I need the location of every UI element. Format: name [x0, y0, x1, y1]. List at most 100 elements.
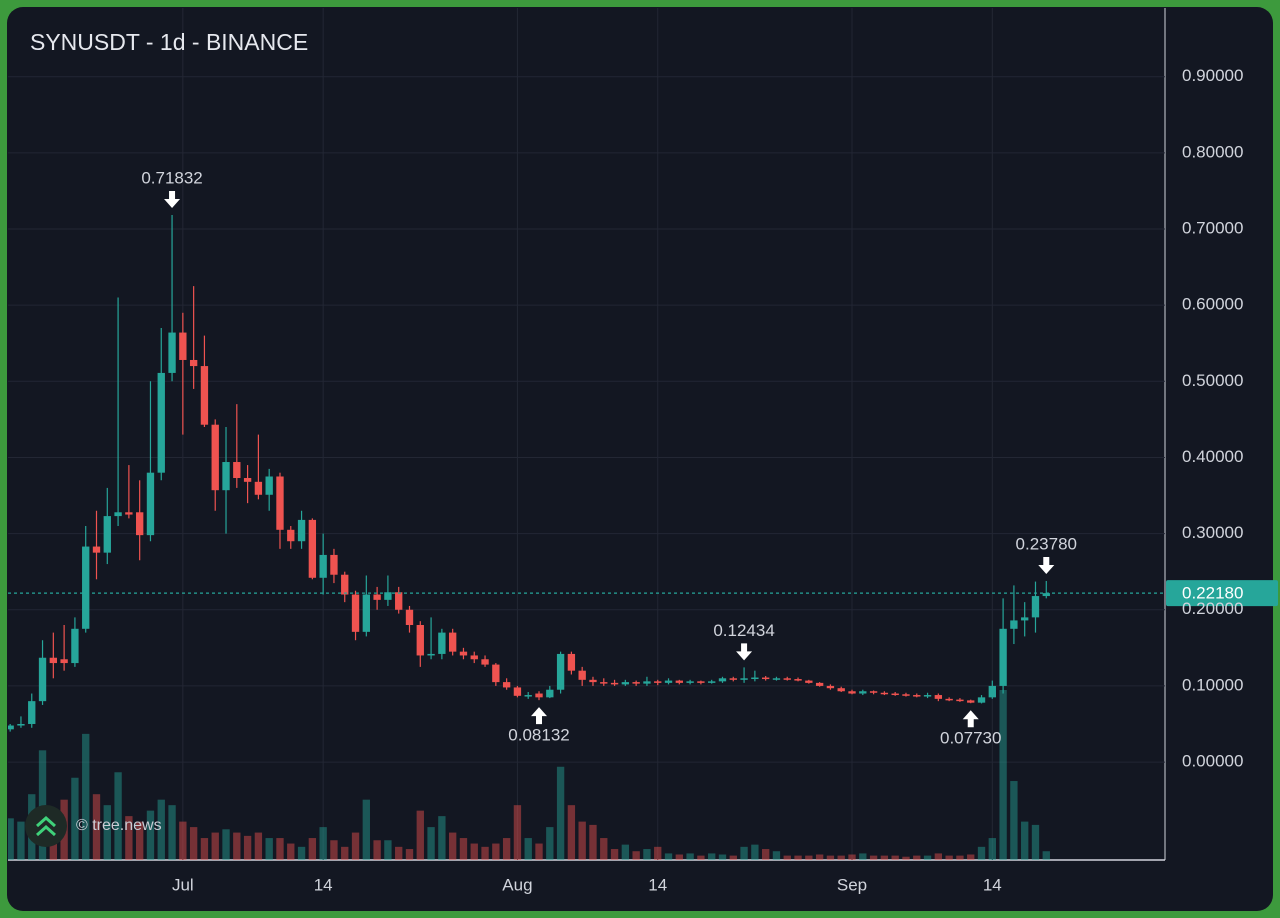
- x-tick-label: Jul: [172, 875, 194, 894]
- candle-body: [492, 664, 500, 683]
- candle-body: [92, 546, 101, 553]
- volume-bar: [740, 846, 748, 860]
- volume-bar: [848, 854, 856, 860]
- volume-bar: [934, 853, 943, 860]
- candle-body: [1021, 617, 1029, 621]
- candle-body: [761, 677, 770, 680]
- candle-body: [783, 678, 791, 680]
- x-tick-label: 14: [648, 875, 667, 894]
- arrow-up: [531, 707, 548, 725]
- candle-body: [60, 659, 68, 664]
- volume-bar: [578, 821, 586, 860]
- volume-bar: [92, 794, 101, 860]
- arrow-up: [962, 710, 979, 728]
- candle-body: [438, 632, 446, 654]
- volume-bar: [632, 851, 640, 860]
- volume-bar: [276, 838, 284, 860]
- volume-bar: [751, 844, 759, 860]
- candle-body: [686, 681, 694, 683]
- volume-bar: [438, 816, 446, 860]
- volume-bar: [38, 750, 47, 860]
- volume-bar: [697, 855, 705, 860]
- candle-body: [546, 689, 554, 698]
- volume-bar: [470, 843, 478, 860]
- volume-bar: [179, 821, 187, 860]
- high-label: 0.71832: [141, 169, 202, 188]
- volume-bar: [686, 853, 694, 860]
- volume-bar: [233, 832, 241, 860]
- volume-bar: [200, 838, 209, 860]
- volume-bar: [837, 855, 845, 860]
- volume-bar: [103, 805, 111, 860]
- candle-body: [934, 695, 943, 699]
- volume-bar: [8, 818, 14, 860]
- low-label: 0.08132: [508, 726, 569, 745]
- candle-body: [805, 680, 813, 683]
- candle-body: [988, 685, 996, 698]
- candle-body: [287, 529, 295, 542]
- volume-bar: [524, 838, 532, 860]
- candle-body: [103, 516, 111, 553]
- candle-body: [502, 682, 511, 688]
- candle-body: [308, 519, 317, 578]
- watermark: © tree.news: [25, 805, 162, 847]
- last-price-label: 0.22180: [1182, 584, 1243, 603]
- volume-bar: [395, 846, 403, 860]
- candle-body: [621, 682, 630, 685]
- candle-body: [654, 681, 662, 683]
- volume-bar: [664, 853, 673, 860]
- y-tick-label: 0.00000: [1182, 752, 1243, 771]
- volume-bar: [826, 855, 835, 860]
- volume-bar: [869, 855, 878, 860]
- candle-body: [556, 653, 565, 690]
- candle-body: [211, 424, 219, 491]
- volume-bar: [384, 840, 392, 860]
- y-tick-label: 0.30000: [1182, 523, 1243, 542]
- candle-body: [729, 678, 737, 680]
- volume-bar: [718, 854, 727, 860]
- candle-body: [416, 624, 424, 656]
- candle-body: [17, 723, 25, 726]
- annotations: 0.71832 0.12434 0.23780 0.08132 0.07730 0.221…: [8, 169, 1278, 748]
- candle-body: [82, 546, 90, 629]
- volume-bar: [546, 827, 554, 860]
- candle-body: [470, 655, 478, 660]
- candle-body: [891, 693, 899, 696]
- volume-bar: [977, 846, 986, 860]
- volume-bar: [1031, 824, 1040, 860]
- candle-body: [276, 476, 284, 530]
- volume-bar: [17, 821, 25, 860]
- candle-body: [826, 685, 835, 689]
- candle-body: [28, 701, 36, 724]
- volume-bar: [805, 855, 813, 860]
- candle-body: [1010, 620, 1018, 629]
- low-label: 0.07730: [940, 729, 1001, 748]
- volume-bar: [297, 846, 306, 860]
- candle-body: [243, 478, 252, 482]
- candle-body: [513, 687, 522, 696]
- candle-body: [71, 628, 79, 664]
- candle-body: [1031, 596, 1040, 618]
- x-tick-label: Aug: [502, 875, 532, 894]
- candle-body: [373, 594, 381, 600]
- candle-body: [610, 682, 619, 685]
- volume-bar: [481, 846, 489, 860]
- y-tick-label: 0.60000: [1182, 295, 1243, 314]
- volume-bar: [708, 853, 716, 860]
- volume-bar: [157, 799, 165, 860]
- volume-bar: [136, 821, 144, 860]
- watermark-chevrons: [36, 815, 56, 837]
- volume-bar: [945, 855, 953, 860]
- candle-body: [535, 693, 543, 698]
- panel: [7, 7, 1273, 911]
- candle-body: [8, 725, 14, 730]
- candle-body: [923, 695, 932, 697]
- candle-body: [859, 691, 867, 694]
- y-tick-label: 0.80000: [1182, 142, 1243, 161]
- y-tick-label: 0.50000: [1182, 371, 1243, 390]
- axes: 0.90000 0.80000 0.70000 0.60000 0.50000 0.400…: [172, 66, 1243, 894]
- candle-body: [222, 462, 230, 491]
- y-tick-label: 0.20000: [1182, 599, 1243, 618]
